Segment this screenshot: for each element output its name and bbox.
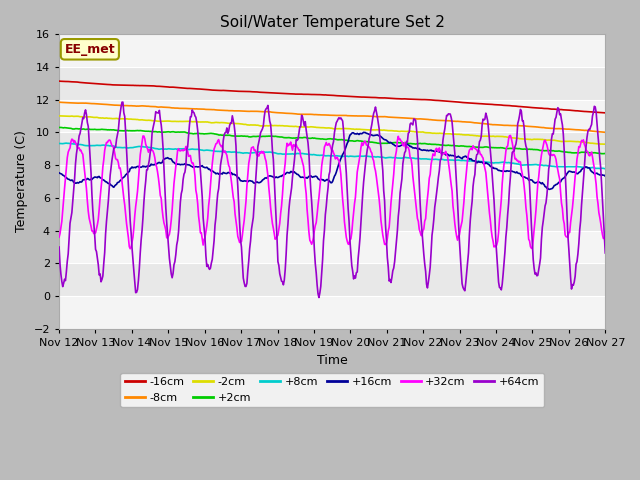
Bar [59,34,605,67]
Text: EE_met: EE_met [65,43,115,56]
Title: Soil/Water Temperature Set 2: Soil/Water Temperature Set 2 [220,15,445,30]
Bar [59,230,605,264]
Bar [59,198,605,230]
Bar [59,264,605,296]
Legend: -16cm, -8cm, -2cm, +2cm, +8cm, +16cm, +32cm, +64cm: -16cm, -8cm, -2cm, +2cm, +8cm, +16cm, +3… [120,373,544,408]
Bar [59,99,605,132]
Bar [59,296,605,329]
Y-axis label: Temperature (C): Temperature (C) [15,131,28,232]
Bar [59,67,605,99]
Bar [59,165,605,198]
Bar [59,132,605,165]
X-axis label: Time: Time [317,354,348,367]
